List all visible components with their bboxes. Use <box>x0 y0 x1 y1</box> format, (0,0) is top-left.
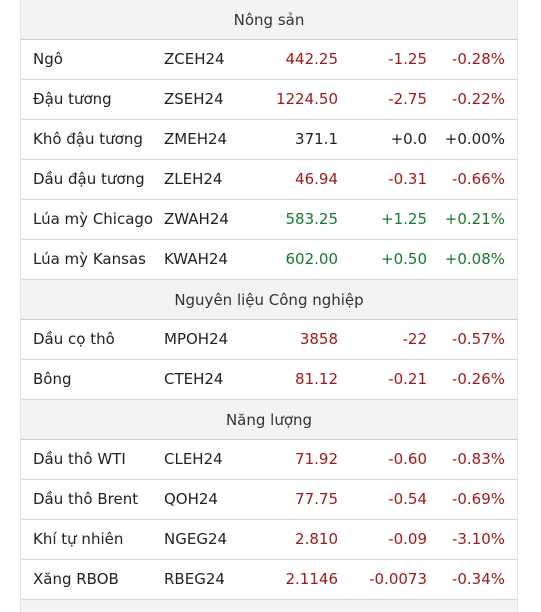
percent-change: -0.57% <box>451 330 505 348</box>
commodity-price: 2.810 <box>295 530 338 548</box>
price-change: -0.60 <box>388 450 427 468</box>
table-row: Dầu cọ thô MPOH24 3858 -22 -0.57% <box>21 320 517 360</box>
commodity-price: 46.94 <box>295 170 338 188</box>
commodity-price: 71.92 <box>295 450 338 468</box>
commodity-price: 81.12 <box>295 370 338 388</box>
commodity-symbol: ZLEH24 <box>164 170 223 188</box>
percent-change: +0.21% <box>444 210 505 228</box>
commodity-name: Ngô <box>33 50 63 68</box>
section-header: Năng lượng <box>21 400 517 440</box>
table-row: Lúa mỳ Kansas KWAH24 602.00 +0.50 +0.08% <box>21 240 517 280</box>
price-change: +0.0 <box>390 130 427 148</box>
commodity-price: 3858 <box>299 330 338 348</box>
commodity-name: Dầu cọ thô <box>33 330 115 348</box>
table-row: Khô đậu tương ZMEH24 371.1 +0.0 +0.00% <box>21 120 517 160</box>
price-change: +0.50 <box>381 250 427 268</box>
table-row: Dầu đậu tương ZLEH24 46.94 -0.31 -0.66% <box>21 160 517 200</box>
commodity-symbol: ZMEH24 <box>164 130 228 148</box>
table-row: Đậu tương ZSEH24 1224.50 -2.75 -0.22% <box>21 80 517 120</box>
percent-change: -0.26% <box>451 370 505 388</box>
commodity-name: Bông <box>33 370 72 388</box>
commodity-symbol: CTEH24 <box>164 370 224 388</box>
commodity-price: 583.25 <box>285 210 339 228</box>
commodity-symbol: QOH24 <box>164 490 218 508</box>
commodity-name: Khí tự nhiên <box>33 530 124 548</box>
table-footer-strip <box>21 600 517 612</box>
commodity-name: Dầu đậu tương <box>33 170 145 188</box>
percent-change: -3.10% <box>451 530 505 548</box>
commodity-price-table: Nông sản Ngô ZCEH24 442.25 -1.25 -0.28% Đậu tư… <box>20 0 518 612</box>
commodity-price: 77.75 <box>295 490 338 508</box>
price-change: -22 <box>402 330 428 348</box>
percent-change: -0.69% <box>451 490 505 508</box>
commodity-name: Lúa mỳ Chicago <box>33 210 154 228</box>
percent-change: +0.00% <box>444 130 505 148</box>
percent-change: -0.83% <box>451 450 505 468</box>
table-row: Lúa mỳ Chicago ZWAH24 583.25 +1.25 +0.21% <box>21 200 517 240</box>
commodity-name: Xăng RBOB <box>33 570 119 588</box>
commodity-symbol: MPOH24 <box>164 330 229 348</box>
section-header: Nguyên liệu Công nghiệp <box>21 280 517 320</box>
percent-change: -0.34% <box>451 570 505 588</box>
table-row: Bông CTEH24 81.12 -0.21 -0.26% <box>21 360 517 400</box>
price-change: -2.75 <box>388 90 427 108</box>
commodity-symbol: ZSEH24 <box>164 90 224 108</box>
commodity-price: 442.25 <box>285 50 339 68</box>
commodity-symbol: NGEG24 <box>164 530 228 548</box>
commodity-symbol: CLEH24 <box>164 450 223 468</box>
percent-change: -0.66% <box>451 170 505 188</box>
commodity-name: Lúa mỳ Kansas <box>33 250 146 268</box>
commodity-symbol: ZCEH24 <box>164 50 225 68</box>
commodity-price: 1224.50 <box>275 90 338 108</box>
commodity-name: Dầu thô WTI <box>33 450 126 468</box>
percent-change: -0.28% <box>451 50 505 68</box>
percent-change: -0.22% <box>451 90 505 108</box>
table-row: Xăng RBOB RBEG24 2.1146 -0.0073 -0.34% <box>21 560 517 600</box>
commodity-name: Dầu thô Brent <box>33 490 139 508</box>
price-change: -0.09 <box>388 530 427 548</box>
commodity-symbol: RBEG24 <box>164 570 225 588</box>
commodity-name: Khô đậu tương <box>33 130 143 148</box>
percent-change: +0.08% <box>444 250 505 268</box>
table-row: Khí tự nhiên NGEG24 2.810 -0.09 -3.10% <box>21 520 517 560</box>
price-change: -0.54 <box>388 490 427 508</box>
commodity-name: Đậu tương <box>33 90 112 108</box>
commodity-price: 2.1146 <box>285 570 339 588</box>
commodity-price: 371.1 <box>295 130 338 148</box>
commodity-symbol: ZWAH24 <box>164 210 229 228</box>
price-change: +1.25 <box>381 210 427 228</box>
price-change: -0.0073 <box>369 570 427 588</box>
commodity-symbol: KWAH24 <box>164 250 228 268</box>
price-change: -0.21 <box>388 370 427 388</box>
price-change: -0.31 <box>388 170 427 188</box>
section-header: Nông sản <box>21 0 517 40</box>
table-row: Dầu thô WTI CLEH24 71.92 -0.60 -0.83% <box>21 440 517 480</box>
table-row: Dầu thô Brent QOH24 77.75 -0.54 -0.69% <box>21 480 517 520</box>
commodity-price: 602.00 <box>285 250 339 268</box>
table-row: Ngô ZCEH24 442.25 -1.25 -0.28% <box>21 40 517 80</box>
price-change: -1.25 <box>388 50 427 68</box>
